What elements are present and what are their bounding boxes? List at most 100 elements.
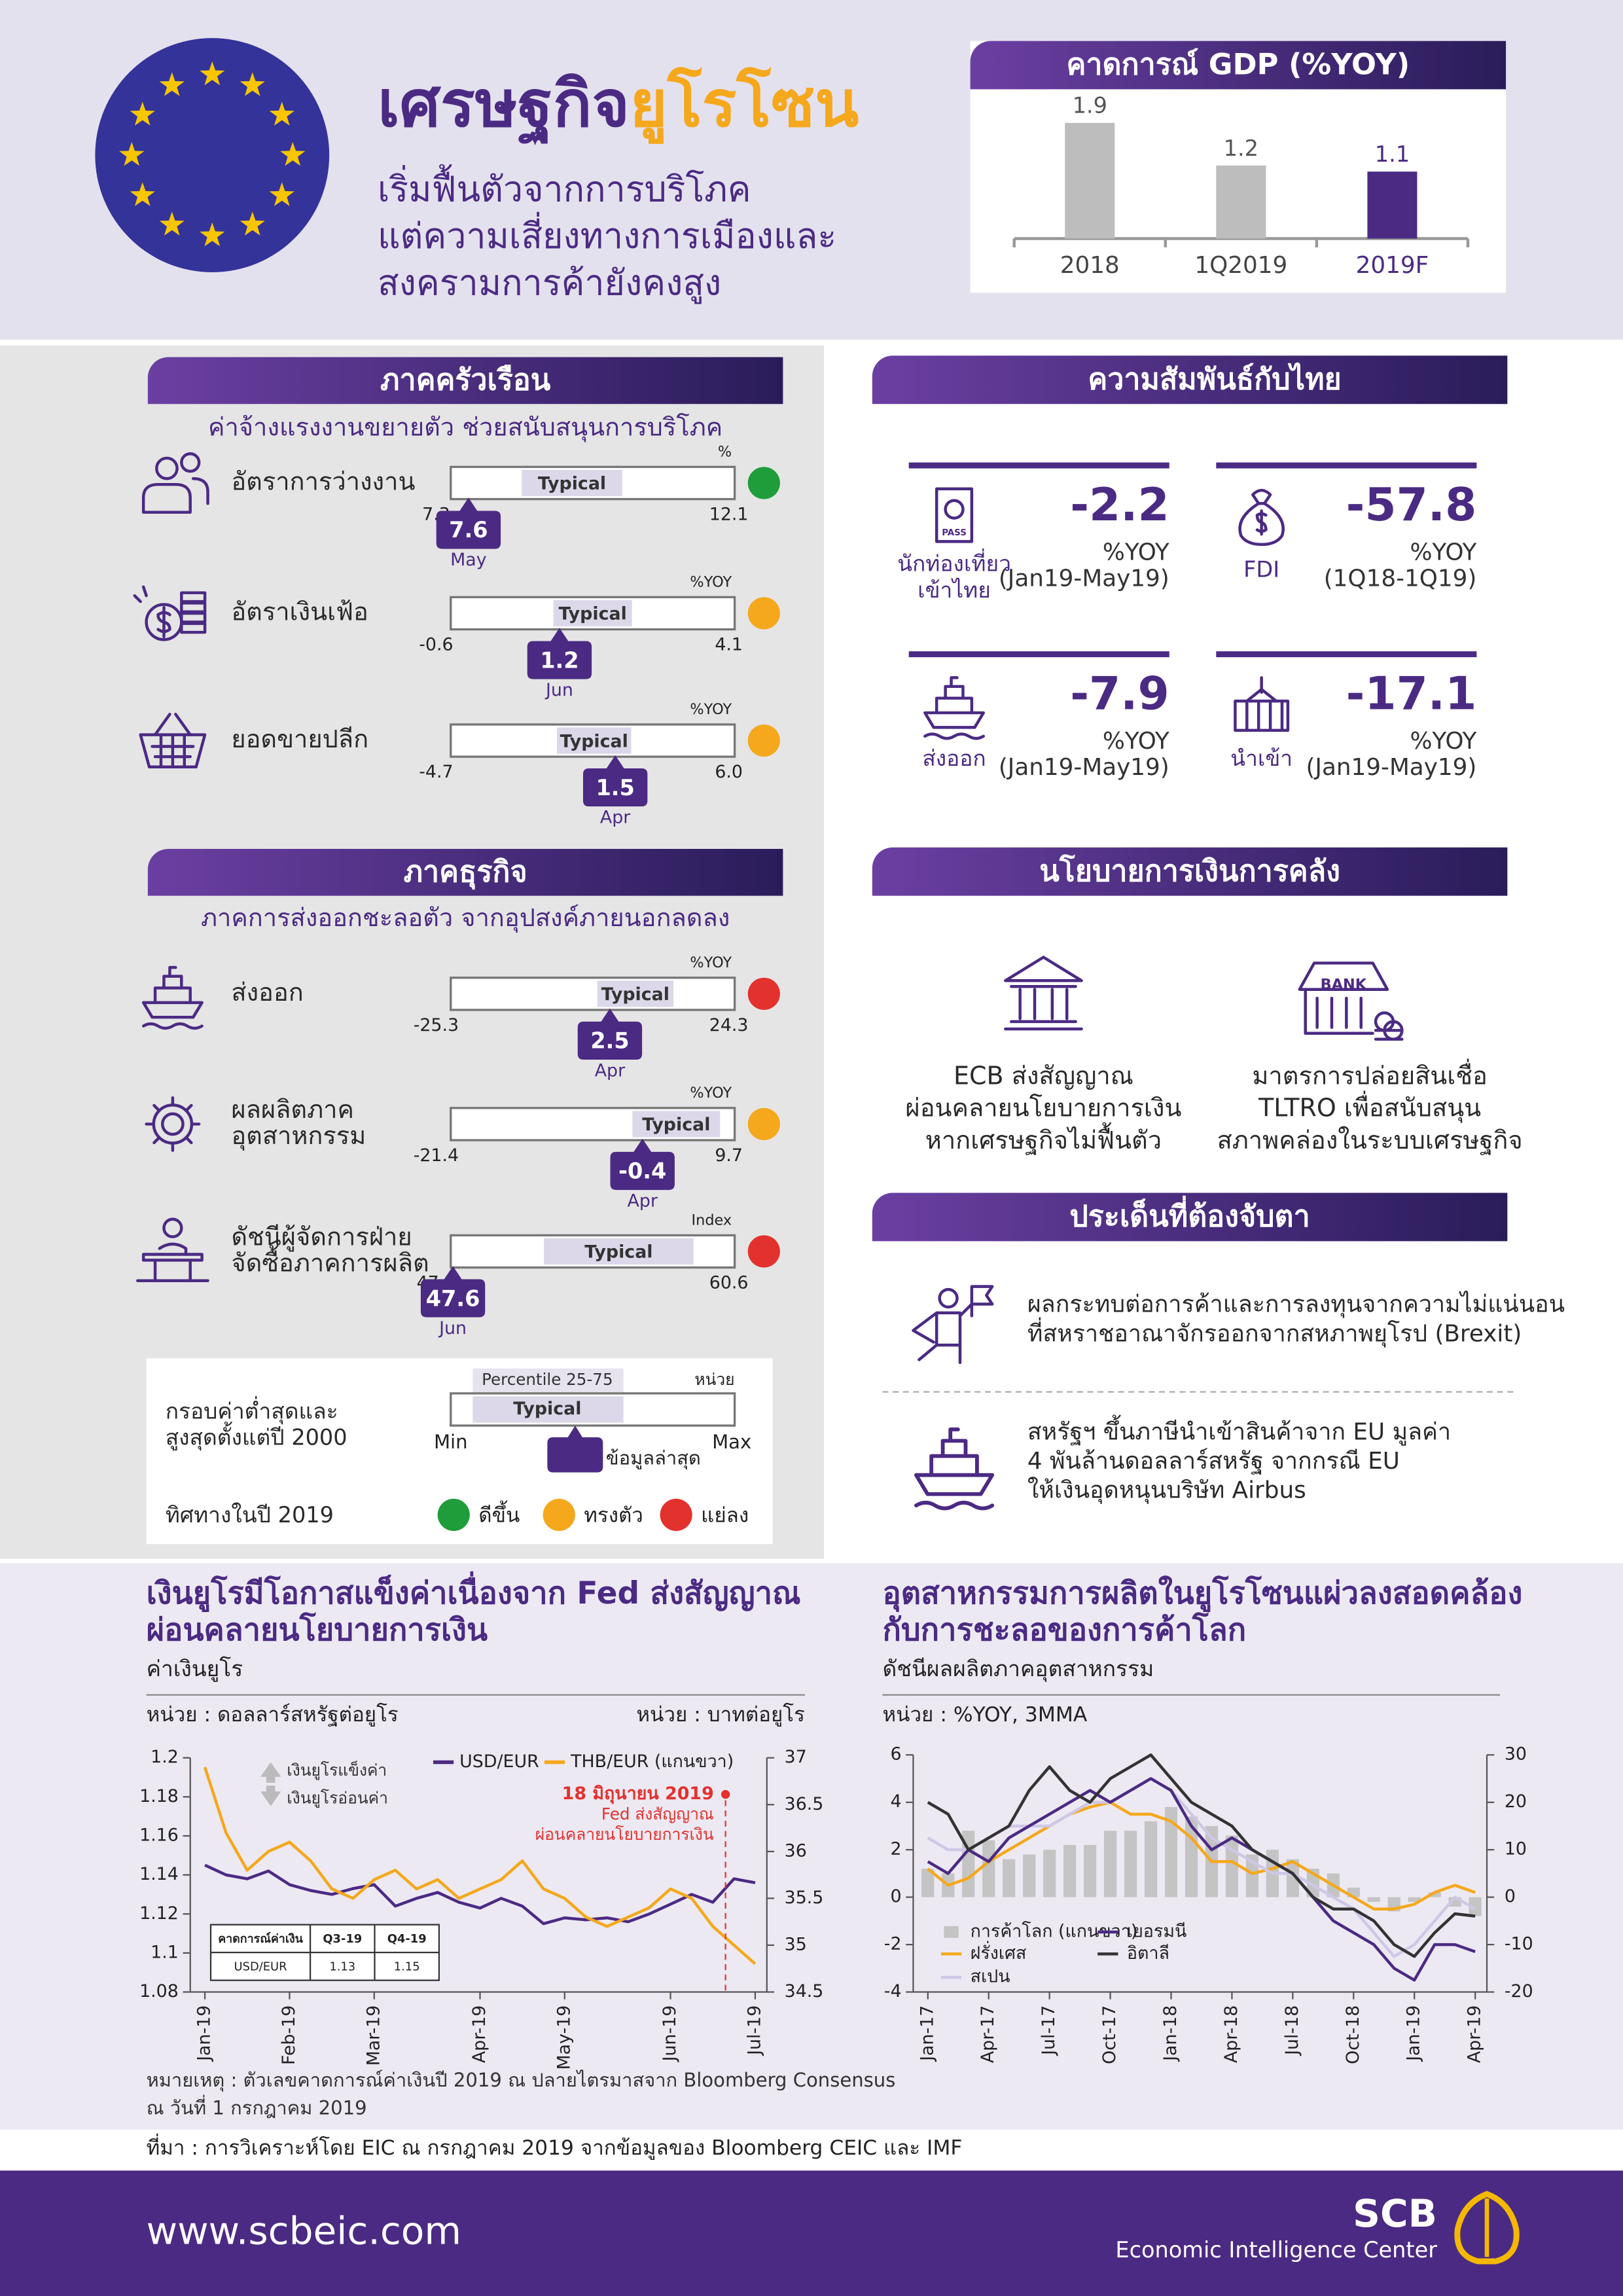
y-tick-label: 1.12 — [139, 1903, 179, 1924]
bar — [1216, 165, 1266, 239]
watch-text: ผลกระทบต่อการค้าและการลงทุนจากความไม่แน่… — [1027, 1291, 1565, 1318]
x-tick-label: Oct-17 — [1099, 2005, 1120, 2064]
chart-title: กับการชะลอของการค้าโลก — [882, 1611, 1246, 1648]
icon-part — [944, 499, 965, 520]
icon — [1238, 488, 1285, 547]
bar — [1144, 1821, 1158, 1897]
typical-band — [553, 600, 632, 627]
note: หมายเหตุ : ตัวเลขคาดการณ์ค่าเงินปี 2019 … — [147, 2069, 896, 2092]
x-tick-label: Feb-19 — [279, 2005, 299, 2065]
icon — [1234, 676, 1290, 732]
section-header — [147, 849, 783, 896]
x-tick-label: Jan-19 — [194, 2005, 215, 2062]
legend-marker — [547, 1426, 603, 1473]
gauge-max: 9.7 — [715, 1145, 743, 1166]
y-tick-label: -2 — [884, 1934, 902, 1954]
stat-unit: %YOY — [1103, 728, 1169, 755]
bar — [1286, 1859, 1299, 1897]
x-tick-label: Apr-18 — [1221, 2005, 1241, 2064]
y2-tick-label: 20 — [1505, 1791, 1527, 1812]
policy-text: มาตรการปล่อยสินเชื่อ — [1252, 1058, 1488, 1090]
icon-part — [133, 585, 148, 603]
stat-label: เข้าไทย — [918, 577, 991, 603]
policy-text: TLTRO เพื่อสนับสนุน — [1258, 1091, 1481, 1123]
icon-part — [135, 1253, 209, 1282]
table-header: Q4-19 — [387, 1932, 427, 1946]
axis-unit: หน่วย : ดอลลาร์สหรัฐต่อยูโร — [147, 1702, 399, 1727]
gauge-period: Apr — [595, 1060, 626, 1081]
x-tick-label: Jun-19 — [660, 2005, 680, 2063]
icon-part — [1018, 988, 1069, 1020]
legend-text: แย่ลง — [701, 1504, 749, 1528]
gauge-value: 1.5 — [596, 775, 634, 800]
icon — [935, 487, 974, 543]
gauge-unit: % — [718, 444, 732, 461]
icon-part — [935, 487, 974, 543]
icon-text: PASS — [942, 528, 967, 538]
footer-brand-sub: Economic Intelligence Center — [1115, 2237, 1437, 2263]
y2-tick-label: 37 — [785, 1747, 807, 1767]
legend-text: กรอบค่าต่ำสุดและ — [166, 1395, 338, 1424]
watch-text: ที่สหราชอาณาจักรออกจากสหภาพยุโรป (Brexit… — [1027, 1317, 1522, 1347]
bar — [1043, 1850, 1056, 1897]
stat-period: (1Q18-1Q19) — [1324, 565, 1477, 592]
gauge-unit: %YOY — [690, 701, 732, 718]
chart-subtitle: ค่าเงินยูโร — [147, 1656, 243, 1682]
axis-unit: หน่วย : %YOY, 3MMA — [882, 1703, 1087, 1727]
chart-title: อุตสาหกรรมการผลิตในยูโรโซนแผ่วลงสอดคล้อง — [882, 1575, 1522, 1613]
legend-dot — [660, 1498, 692, 1532]
stat-value: -17.1 — [1346, 668, 1477, 721]
bar — [1245, 1854, 1259, 1897]
legend-label: ฝรั่งเศส — [971, 1941, 1027, 1964]
icon — [145, 1096, 201, 1152]
bar — [1003, 1859, 1016, 1897]
chart-panel — [0, 1563, 1623, 2130]
section-title: คาดการณ์ GDP (%YOY) — [1066, 47, 1410, 82]
section-subtitle: ค่าจ้างแรงงานขยายตัว ช่วยสนับสนุนการบริโ… — [208, 413, 722, 442]
typical-label: Typical — [601, 984, 669, 1005]
typical-band — [522, 469, 622, 497]
bar — [1367, 171, 1418, 239]
policy-text: สภาพคล่องในระบบเศรษฐกิจ — [1217, 1126, 1523, 1155]
icon-part — [923, 732, 985, 740]
eu-star — [269, 101, 294, 126]
stat-period: (Jan19-May19) — [1306, 754, 1476, 781]
icon-part — [152, 1103, 161, 1113]
chart-title: ผ่อนคลายนโยบายการเงิน — [147, 1611, 488, 1648]
legend-swatch — [944, 1926, 959, 1938]
typical-label: Typical — [513, 1399, 581, 1419]
icon-part — [1255, 509, 1268, 536]
icon-part — [152, 1136, 161, 1145]
direction-label: เงินยูโรอ่อนค่า — [287, 1788, 388, 1808]
scb-logo — [1454, 2191, 1520, 2265]
gauge-marker — [610, 1138, 675, 1191]
subtitle: สงครามการค้ายังคงสูง — [378, 262, 721, 304]
watch-text: 4 พันล้านดอลลาร์สหรัฐ จากกรณี EU — [1027, 1448, 1400, 1475]
gauge-unit: %YOY — [690, 1085, 732, 1102]
stat-unit: %YOY — [1103, 539, 1169, 565]
icon — [141, 965, 204, 1030]
eu-flag — [95, 38, 330, 272]
legend-text: Percentile 25-75 — [482, 1370, 613, 1389]
gauge-value: 7.6 — [449, 517, 488, 543]
gauge-min: -25.3 — [414, 1015, 459, 1035]
y-tick-label: 1.2 — [151, 1747, 179, 1767]
table-header: คาดการณ์ค่าเงิน — [218, 1931, 303, 1946]
stat-label: ส่งออก — [922, 745, 986, 771]
legend-label: อิตาลี — [1127, 1943, 1169, 1964]
status-dot — [747, 724, 780, 757]
bar — [1103, 1831, 1117, 1897]
icon-part — [141, 1001, 204, 1019]
source: ที่มา : การวิเคราะห์โดย EIC ณ กรกฎาคม 20… — [147, 2133, 963, 2160]
table-header: Q3-19 — [323, 1932, 362, 1946]
icon-part — [153, 965, 192, 1005]
right-panel — [829, 345, 1623, 1559]
section-header — [872, 1193, 1508, 1242]
page-title: เศรษฐกิจยูโรโซน — [378, 66, 859, 146]
y-tick-label: 1.08 — [139, 1981, 179, 2001]
series-line — [927, 1753, 1476, 1958]
y-tick-label: 1.14 — [139, 1864, 179, 1884]
legend-dot — [543, 1498, 575, 1532]
x-tick-label: Jul-19 — [744, 2005, 764, 2056]
gauge-marker — [420, 1266, 486, 1318]
